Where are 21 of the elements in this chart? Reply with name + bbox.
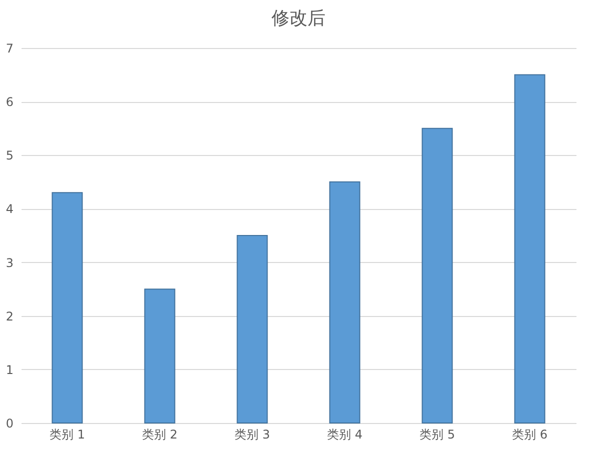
bar	[144, 288, 176, 424]
x-tick-label: 类别 4	[327, 428, 362, 442]
y-tick-label: 4	[6, 202, 14, 216]
bar	[236, 235, 268, 424]
bar	[514, 74, 546, 424]
x-tick-label: 类别 1	[50, 428, 85, 442]
x-tick-label: 类别 5	[420, 428, 455, 442]
chart-title: 修改后	[272, 8, 326, 29]
y-tick-label: 3	[6, 256, 14, 270]
x-tick-label: 类别 6	[512, 428, 548, 442]
bar	[52, 192, 83, 424]
x-tick-label: 类别 2	[142, 428, 178, 442]
bar	[329, 181, 360, 424]
y-tick-label: 7	[6, 42, 14, 56]
y-tick-label: 5	[6, 148, 14, 163]
bar	[422, 128, 453, 424]
x-tick-label: 类别 3	[234, 428, 270, 442]
y-tick-label: 2	[6, 309, 14, 324]
y-tick-label: 0	[6, 416, 14, 430]
y-tick-label: 1	[6, 362, 14, 377]
y-tick-label: 6	[6, 95, 14, 110]
